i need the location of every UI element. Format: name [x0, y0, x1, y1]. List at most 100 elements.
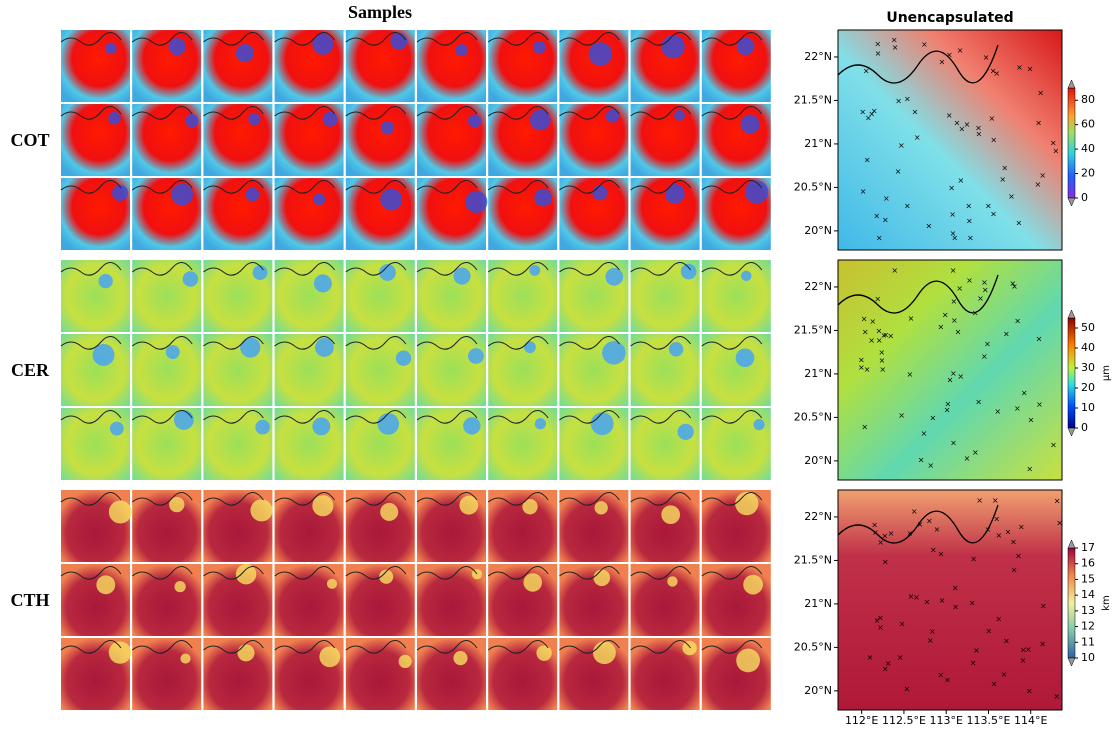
colorbar-label: 15	[1081, 572, 1095, 585]
map-marker: ×	[1026, 464, 1033, 473]
map-marker: ×	[1001, 670, 1008, 679]
sample-tile	[132, 260, 201, 332]
map-marker: ×	[911, 507, 918, 516]
lat-label: 20°N	[804, 684, 832, 697]
sample-tile	[488, 260, 557, 332]
map-marker: ×	[992, 496, 999, 505]
map-marker: ×	[895, 167, 902, 176]
sample-feature	[313, 193, 325, 205]
row-label: CER	[11, 360, 50, 380]
lat-label: 22°N	[804, 510, 832, 523]
map-marker: ×	[897, 653, 904, 662]
map-marker: ×	[1008, 192, 1015, 201]
sample-feature	[468, 348, 484, 364]
map-marker: ×	[955, 327, 962, 336]
map-marker: ×	[874, 40, 881, 49]
colorbar-label: 80	[1081, 93, 1095, 106]
map-marker: ×	[908, 314, 915, 323]
sample-feature	[682, 641, 696, 655]
sample-feature	[472, 569, 482, 579]
map-marker: ×	[1025, 645, 1032, 654]
map-marker: ×	[929, 413, 936, 422]
sample-tile	[61, 564, 130, 636]
sample-feature	[174, 410, 194, 430]
map-marker: ×	[879, 365, 886, 374]
map-marker: ×	[965, 202, 972, 211]
map-marker: ×	[995, 614, 1002, 623]
sample-feature	[236, 564, 256, 584]
colorbar-label: 20	[1081, 381, 1095, 394]
colorbar	[1068, 548, 1075, 658]
map-marker: ×	[946, 111, 953, 120]
sample-feature	[185, 114, 198, 127]
map-marker: ×	[970, 658, 977, 667]
map-marker: ×	[966, 217, 973, 226]
colorbar-label: 0	[1081, 421, 1088, 434]
map-marker: ×	[1056, 518, 1063, 527]
map-marker: ×	[944, 406, 951, 415]
map-marker: ×	[924, 598, 931, 607]
lat-label: 21°N	[804, 597, 832, 610]
map-marker: ×	[964, 454, 971, 463]
sample-feature	[465, 191, 487, 213]
map-marker: ×	[973, 646, 980, 655]
sample-feature	[99, 274, 113, 288]
map-marker: ×	[1018, 522, 1025, 531]
row-label: CTH	[10, 590, 49, 610]
map-marker: ×	[1015, 218, 1022, 227]
sample-feature	[533, 41, 545, 53]
sample-feature	[593, 569, 610, 586]
colorbar-label: 30	[1081, 361, 1095, 374]
map-marker: ×	[865, 113, 872, 122]
sample-feature	[456, 44, 468, 56]
sample-feature	[109, 641, 131, 663]
sample-feature	[536, 645, 551, 660]
map-marker: ×	[1053, 692, 1060, 701]
map-marker: ×	[985, 201, 992, 210]
map-marker: ×	[864, 365, 871, 374]
map-marker: ×	[873, 212, 880, 221]
map-marker: ×	[869, 317, 876, 326]
sample-tile	[631, 490, 700, 562]
sample-tile	[275, 490, 344, 562]
sample-feature	[534, 189, 552, 207]
sample-feature	[174, 581, 185, 592]
sample-tile	[61, 104, 130, 176]
map-marker: ×	[1020, 656, 1027, 665]
map-marker: ×	[950, 439, 957, 448]
colorbar-label: 14	[1081, 588, 1095, 601]
map-marker: ×	[951, 234, 958, 243]
sample-feature	[396, 351, 411, 366]
map-marker: ×	[930, 546, 937, 555]
sample-tile	[488, 408, 557, 480]
map-marker: ×	[1036, 334, 1043, 343]
sample-feature	[315, 338, 334, 357]
map-marker: ×	[875, 49, 882, 58]
sample-feature	[529, 265, 540, 276]
map-marker: ×	[994, 407, 1001, 416]
sample-tile	[488, 334, 557, 406]
map-marker: ×	[975, 129, 982, 138]
map-marker: ×	[990, 135, 997, 144]
map-marker: ×	[1039, 171, 1046, 180]
map-marker: ×	[1034, 180, 1041, 189]
lat-label: 21.5°N	[794, 93, 832, 106]
lat-label: 20.5°N	[794, 180, 832, 193]
sample-feature	[240, 337, 260, 357]
sample-tile	[488, 30, 557, 102]
sample-feature	[593, 641, 616, 664]
samples-title: Samples	[348, 2, 412, 22]
map-marker: ×	[918, 455, 925, 464]
sample-tile	[417, 334, 486, 406]
lon-label: 113°E	[929, 714, 962, 727]
sample-feature	[743, 575, 763, 595]
map-marker: ×	[864, 156, 871, 165]
map-marker: ×	[951, 316, 958, 325]
sample-feature	[312, 417, 330, 435]
map-marker: ×	[927, 636, 934, 645]
map-marker: ×	[969, 599, 976, 608]
map-marker: ×	[883, 194, 890, 203]
colorbar-label: 60	[1081, 118, 1095, 131]
map-marker: ×	[879, 356, 886, 365]
map-marker: ×	[939, 57, 946, 66]
